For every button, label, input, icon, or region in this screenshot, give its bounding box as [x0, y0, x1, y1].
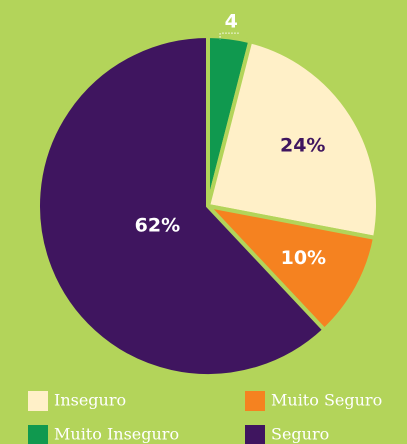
- legend-label: Muito Inseguro: [54, 425, 179, 444]
- legend-label: Seguro: [271, 425, 329, 444]
- data-label: 62%: [135, 215, 180, 237]
- legend-swatch: [245, 391, 265, 411]
- legend-label: Inseguro: [54, 391, 126, 410]
- data-label: 24%: [280, 134, 325, 156]
- legend-swatch: [245, 425, 265, 444]
- data-label: 4: [225, 11, 238, 33]
- legend-swatch: [28, 425, 48, 444]
- pie-slice: [202, 202, 378, 333]
- legend-label: Muito Seguro: [271, 391, 382, 410]
- leader-line: [219, 32, 241, 40]
- legend-swatch: [28, 391, 48, 411]
- pie-slice: [36, 33, 328, 378]
- data-label: 10%: [281, 247, 326, 269]
- pie-slice: [205, 38, 380, 241]
